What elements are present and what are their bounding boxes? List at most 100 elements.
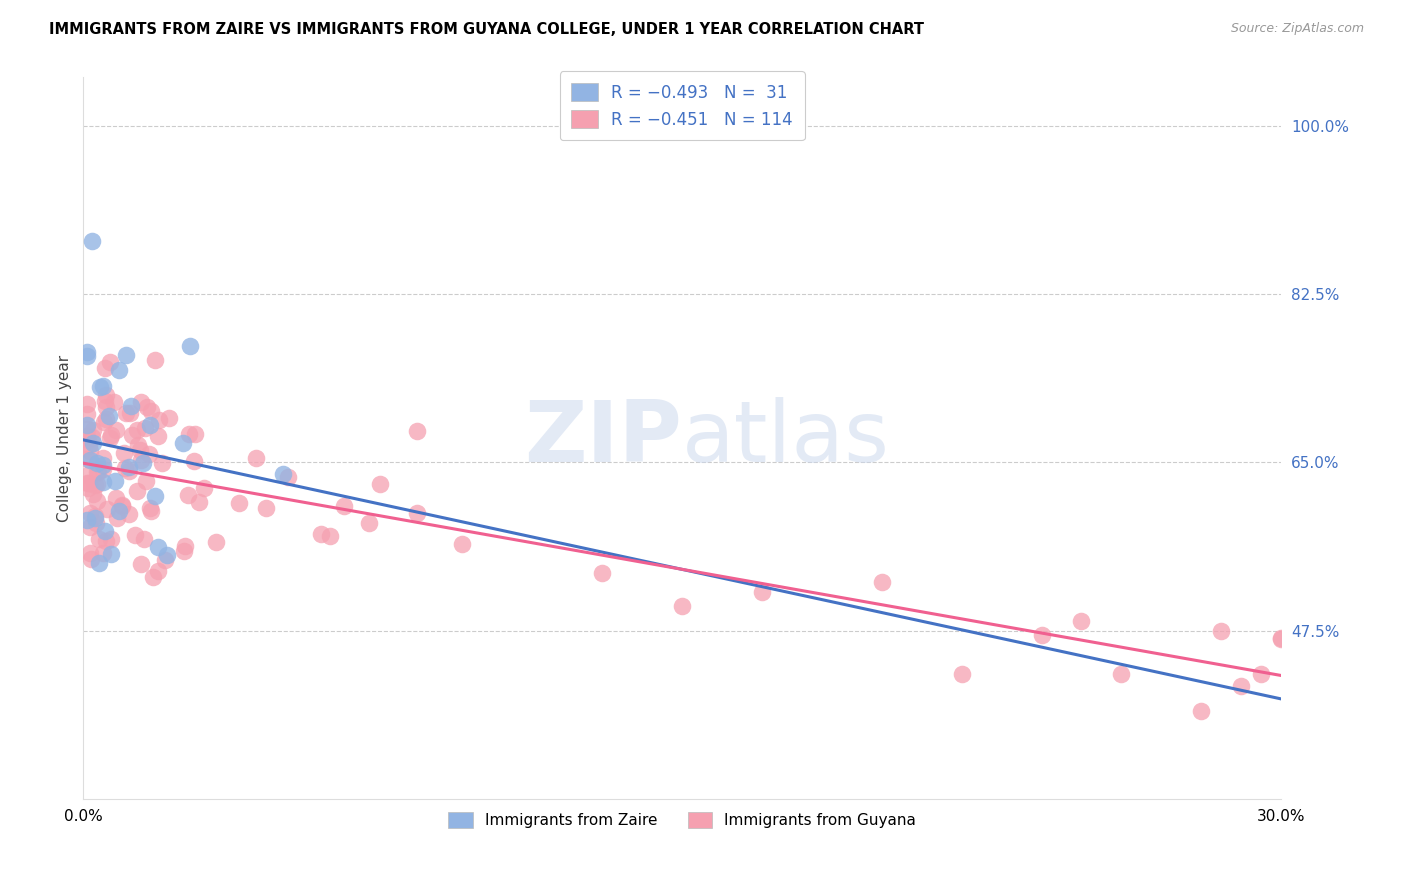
- Point: [139, 418, 162, 433]
- Point: [91, 379, 114, 393]
- Point: [174, 540, 197, 554]
- Point: [118, 460, 141, 475]
- Point: [129, 558, 152, 572]
- Point: [93, 415, 115, 429]
- Point: [96, 388, 118, 402]
- Point: [271, 467, 294, 482]
- Point: [406, 507, 429, 521]
- Point: [98, 354, 121, 368]
- Point: [100, 533, 122, 547]
- Point: [76, 350, 98, 364]
- Point: [93, 462, 115, 476]
- Point: [98, 431, 121, 445]
- Point: [150, 456, 173, 470]
- Point: [143, 353, 166, 368]
- Point: [76, 513, 98, 527]
- Point: [134, 421, 156, 435]
- Point: [132, 456, 155, 470]
- Point: [111, 499, 134, 513]
- Point: [1270, 632, 1292, 647]
- Point: [91, 450, 114, 465]
- Point: [76, 417, 98, 432]
- Point: [950, 666, 973, 681]
- Point: [76, 397, 98, 411]
- Text: ZIP: ZIP: [524, 397, 682, 480]
- Point: [245, 451, 267, 466]
- Point: [132, 533, 155, 547]
- Point: [86, 477, 108, 491]
- Point: [193, 481, 215, 495]
- Legend: Immigrants from Zaire, Immigrants from Guyana: Immigrants from Zaire, Immigrants from G…: [441, 805, 922, 835]
- Point: [82, 429, 104, 443]
- Point: [184, 427, 207, 442]
- Point: [104, 474, 127, 488]
- Point: [129, 443, 152, 458]
- Point: [89, 380, 111, 394]
- Point: [176, 488, 198, 502]
- Point: [86, 465, 108, 479]
- Point: [94, 361, 117, 376]
- Point: [104, 491, 127, 505]
- Text: Source: ZipAtlas.com: Source: ZipAtlas.com: [1230, 22, 1364, 36]
- Point: [127, 438, 149, 452]
- Point: [115, 406, 138, 420]
- Point: [82, 487, 104, 501]
- Point: [94, 412, 117, 426]
- Point: [91, 475, 114, 490]
- Point: [121, 427, 143, 442]
- Point: [146, 541, 169, 555]
- Point: [179, 339, 201, 353]
- Point: [139, 504, 162, 518]
- Point: [142, 570, 165, 584]
- Point: [96, 501, 118, 516]
- Point: [100, 548, 122, 562]
- Point: [153, 553, 176, 567]
- Point: [177, 427, 200, 442]
- Point: [103, 395, 125, 409]
- Point: [139, 500, 162, 515]
- Point: [368, 476, 391, 491]
- Text: atlas: atlas: [682, 397, 890, 480]
- Point: [84, 511, 107, 525]
- Point: [254, 500, 277, 515]
- Point: [1211, 624, 1233, 638]
- Point: [80, 552, 103, 566]
- Point: [114, 460, 136, 475]
- Point: [148, 564, 170, 578]
- Text: IMMIGRANTS FROM ZAIRE VS IMMIGRANTS FROM GUYANA COLLEGE, UNDER 1 YEAR CORRELATIO: IMMIGRANTS FROM ZAIRE VS IMMIGRANTS FROM…: [49, 22, 924, 37]
- Point: [89, 556, 111, 570]
- Point: [91, 546, 114, 560]
- Point: [87, 466, 110, 480]
- Point: [89, 532, 111, 546]
- Point: [97, 409, 120, 424]
- Point: [79, 519, 101, 533]
- Point: [357, 516, 380, 531]
- Point: [1270, 631, 1292, 645]
- Point: [120, 406, 142, 420]
- Point: [172, 436, 194, 450]
- Point: [309, 526, 332, 541]
- Point: [84, 509, 107, 524]
- Point: [188, 494, 211, 508]
- Point: [125, 423, 148, 437]
- Point: [82, 423, 104, 437]
- Point: [139, 404, 162, 418]
- Point: [79, 546, 101, 560]
- Point: [76, 429, 98, 443]
- Point: [76, 476, 98, 491]
- Point: [1250, 666, 1272, 681]
- Point: [205, 534, 228, 549]
- Point: [1111, 666, 1133, 681]
- Point: [228, 496, 250, 510]
- Point: [76, 422, 98, 436]
- Point: [94, 524, 117, 538]
- Point: [277, 469, 299, 483]
- Point: [108, 363, 131, 377]
- Point: [451, 537, 474, 551]
- Point: [406, 424, 429, 438]
- Point: [148, 413, 170, 427]
- Point: [138, 446, 160, 460]
- Point: [77, 434, 100, 448]
- Point: [124, 528, 146, 542]
- Point: [77, 476, 100, 491]
